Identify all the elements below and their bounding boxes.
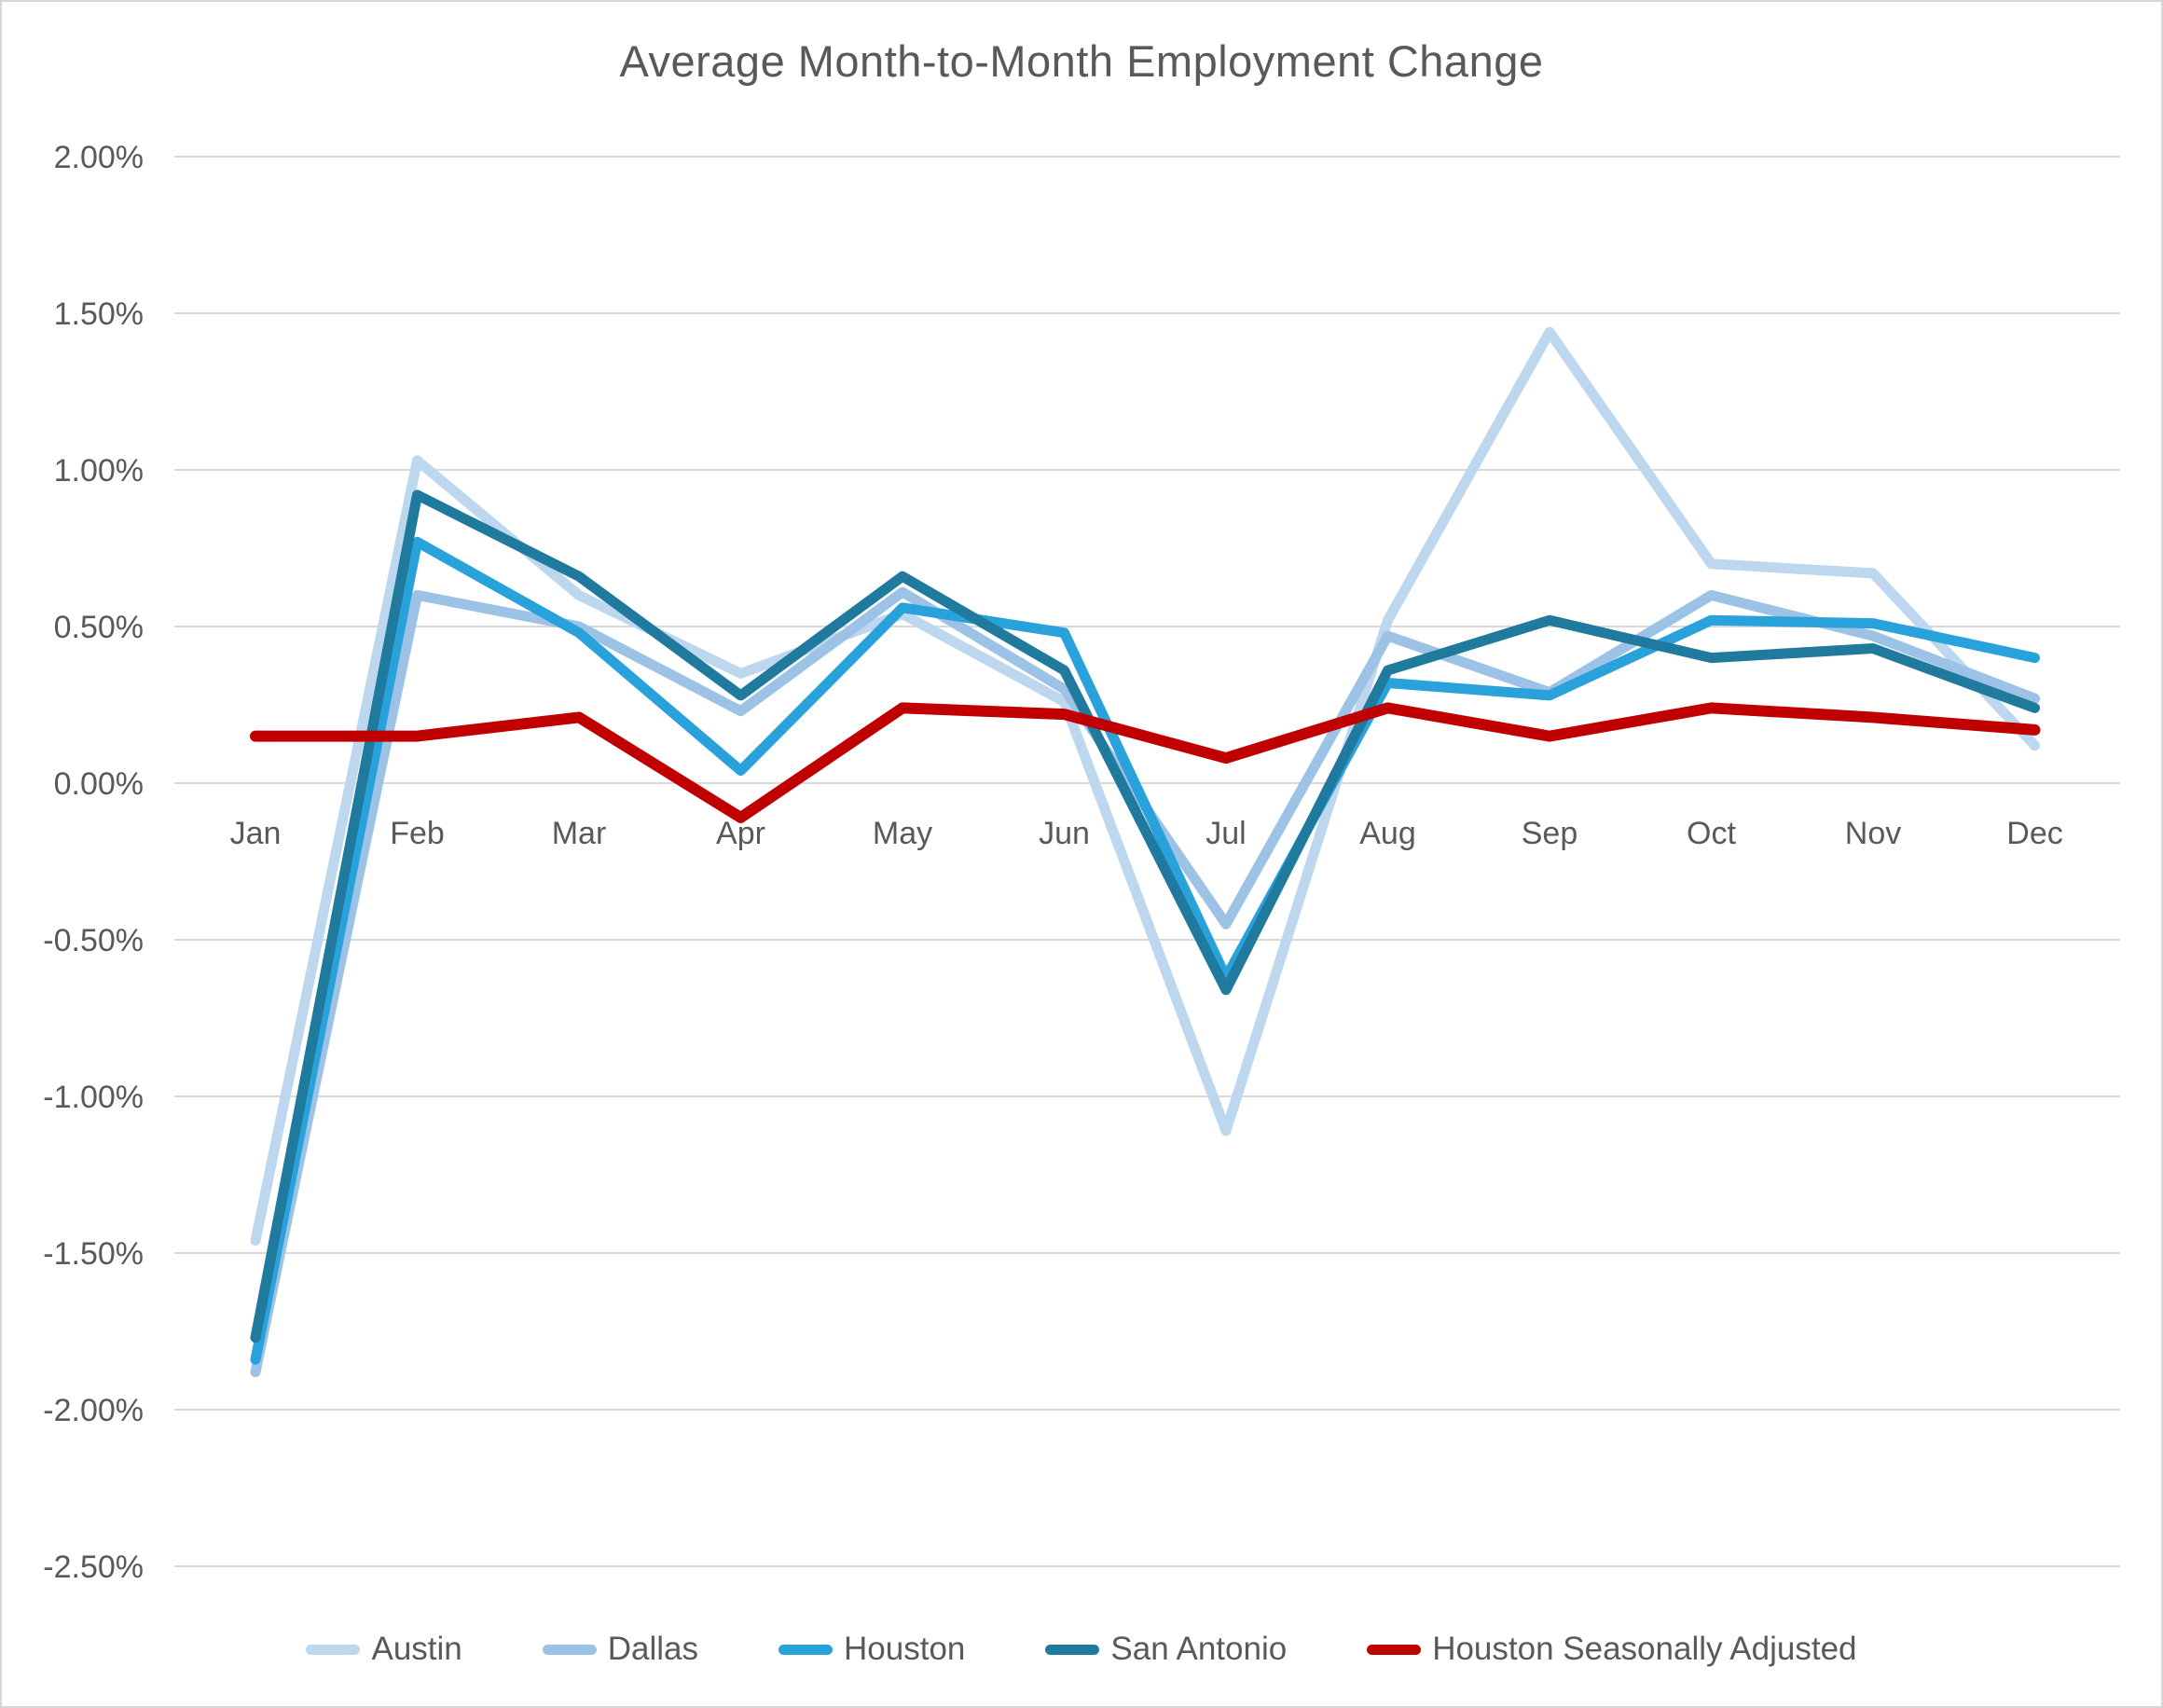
legend-item-austin: Austin xyxy=(306,1631,462,1668)
legend-swatch-dallas xyxy=(542,1644,597,1655)
x-axis-tick-label-jun: Jun xyxy=(1039,816,1090,851)
x-axis-tick-label-jul: Jul xyxy=(1205,816,1246,851)
x-axis-tick-label-dec: Dec xyxy=(2006,816,2062,851)
y-axis-tick-label: -0.50% xyxy=(43,923,144,958)
y-axis-tick-label: 1.50% xyxy=(54,296,144,332)
series-line-houston-seasonally-adjusted xyxy=(250,702,2041,823)
y-axis-tick-label: -2.50% xyxy=(43,1550,144,1585)
legend-label-san-antonio: San Antonio xyxy=(1110,1631,1288,1667)
chart-legend: Austin Dallas Houston San Antonio Houston Se… xyxy=(2,1631,2161,1668)
legend-swatch-austin xyxy=(306,1644,361,1655)
legend-label-austin: Austin xyxy=(371,1631,462,1667)
legend-item-dallas: Dallas xyxy=(542,1631,699,1668)
legend-item-houston-seasonally-adjusted: Houston Seasonally Adjusted xyxy=(1367,1631,1857,1668)
y-axis-tick-label: 1.00% xyxy=(54,453,144,489)
x-axis-tick-label-nov: Nov xyxy=(1845,816,1901,851)
legend-swatch-houston-seasonally-adjusted xyxy=(1367,1644,1422,1655)
y-axis-tick-label: 2.00% xyxy=(54,140,144,175)
legend-item-houston: Houston xyxy=(778,1631,965,1668)
series-line-san-antonio xyxy=(250,489,2040,1343)
x-axis-tick-label-sep: Sep xyxy=(1522,816,1578,851)
x-axis-tick-label-may: May xyxy=(873,816,932,851)
data-series-layer xyxy=(250,326,2041,1378)
gridlines-layer xyxy=(174,156,2120,1567)
y-axis-tick-label: -1.50% xyxy=(43,1236,144,1272)
x-axis-tick-label-jan: Jan xyxy=(230,816,282,851)
series-line-houston xyxy=(250,536,2040,1365)
legend-label-dallas: Dallas xyxy=(607,1631,699,1667)
y-axis-tick-label: 0.50% xyxy=(54,610,144,645)
legend-swatch-houston xyxy=(778,1644,834,1655)
y-axis-tick-label: -2.00% xyxy=(43,1393,144,1428)
x-axis-tick-label-aug: Aug xyxy=(1359,816,1416,851)
x-axis-tick-label-feb: Feb xyxy=(390,816,445,851)
y-axis-tick-labels: 2.00% 1.50% 1.00% 0.50% 0.00% -0.50% -1.00% -1.… xyxy=(43,140,144,1585)
x-axis-tick-labels: Jan Feb Mar Apr May Jun Jul Aug Sep Oct Nov Dec xyxy=(230,816,2063,851)
legend-label-houston-seasonally-adjusted: Houston Seasonally Adjusted xyxy=(1432,1631,1857,1667)
y-axis-tick-label: 0.00% xyxy=(54,766,144,802)
legend-swatch-san-antonio xyxy=(1045,1644,1100,1655)
chart-title: Average Month-to-Month Employment Change xyxy=(619,36,1544,86)
x-axis-tick-label-oct: Oct xyxy=(1687,816,1736,851)
y-axis-tick-label: -1.00% xyxy=(43,1080,144,1115)
legend-label-houston: Houston xyxy=(844,1631,966,1667)
x-axis-tick-label-mar: Mar xyxy=(552,816,607,851)
series-line-austin xyxy=(250,326,2040,1247)
legend-item-san-antonio: San Antonio xyxy=(1045,1631,1287,1668)
